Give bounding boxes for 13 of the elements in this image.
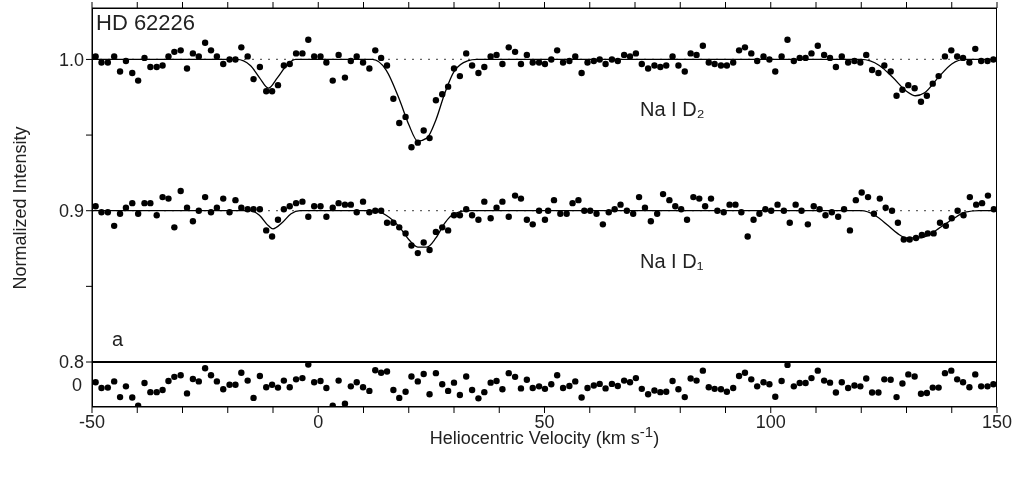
x-tick-label: 150 <box>981 411 1013 432</box>
annotation: Na I D₁ <box>640 250 704 273</box>
x-tick-label: 0 <box>313 411 324 432</box>
y-tick-label: 1.0 <box>58 49 84 70</box>
annotation: HD 62226 <box>96 10 196 36</box>
y-axis-title: Normalized Intensity <box>9 126 31 290</box>
y-tick-label: 0.9 <box>58 201 84 222</box>
x-tick-label: -50 <box>78 411 106 432</box>
annotation: a <box>112 328 124 351</box>
text: 0 <box>71 374 82 396</box>
annotation: Na I D₂ <box>640 98 705 121</box>
x-tick-label: 100 <box>755 411 786 432</box>
y-tick-label: 0.8 <box>58 352 84 373</box>
